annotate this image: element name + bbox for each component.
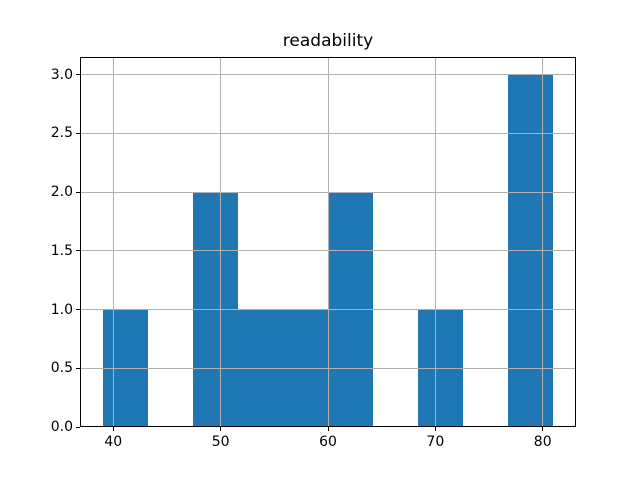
vertical-gridline <box>542 57 544 427</box>
horizontal-gridline <box>80 74 576 76</box>
y-tick-label: 2.0 <box>50 184 73 201</box>
y-tick-label: 3.0 <box>50 66 73 83</box>
horizontal-gridline <box>80 191 576 193</box>
x-tick-mark <box>434 427 436 431</box>
x-tick-label: 40 <box>104 434 123 450</box>
chart-title: readability <box>282 31 374 51</box>
histogram-bar <box>192 192 238 427</box>
horizontal-gridline <box>80 132 576 134</box>
y-tick-mark <box>76 74 80 76</box>
y-tick-label: 0.5 <box>50 360 73 377</box>
y-tick-label: 1.5 <box>50 242 73 259</box>
grid-layer <box>80 57 576 427</box>
vertical-gridline <box>434 57 436 427</box>
x-tick-mark <box>220 427 222 431</box>
vertical-gridline <box>327 57 329 427</box>
x-tick-label: 70 <box>426 434 445 450</box>
horizontal-gridline <box>80 250 576 252</box>
x-tick-label: 50 <box>211 434 230 450</box>
horizontal-gridline <box>80 367 576 369</box>
x-tick-label: 80 <box>533 434 552 450</box>
y-tick-mark <box>76 132 80 134</box>
vertical-gridline <box>220 57 222 427</box>
y-tick-label: 2.5 <box>50 125 73 142</box>
histogram-bar <box>282 309 328 427</box>
histogram-bar <box>102 309 148 427</box>
axes-spines <box>80 57 576 427</box>
horizontal-gridline <box>80 309 576 311</box>
y-tick-mark <box>76 367 80 369</box>
x-tick-label: 60 <box>319 434 337 450</box>
y-tick-label: 1.0 <box>50 301 73 318</box>
y-tick-mark <box>76 309 80 311</box>
histogram-bar <box>328 192 374 427</box>
x-tick-mark <box>542 427 544 431</box>
vertical-gridline <box>112 57 114 427</box>
histogram-bar <box>508 74 554 427</box>
y-tick-mark <box>76 191 80 193</box>
y-tick-label: 0.0 <box>50 419 73 435</box>
x-tick-mark <box>327 427 329 431</box>
bars-layer <box>80 57 576 427</box>
histogram-bar <box>418 309 464 427</box>
plot-area <box>80 57 576 427</box>
y-tick-mark <box>76 426 80 428</box>
histogram-bar <box>237 309 283 427</box>
y-tick-mark <box>76 250 80 252</box>
x-tick-mark <box>112 427 114 431</box>
